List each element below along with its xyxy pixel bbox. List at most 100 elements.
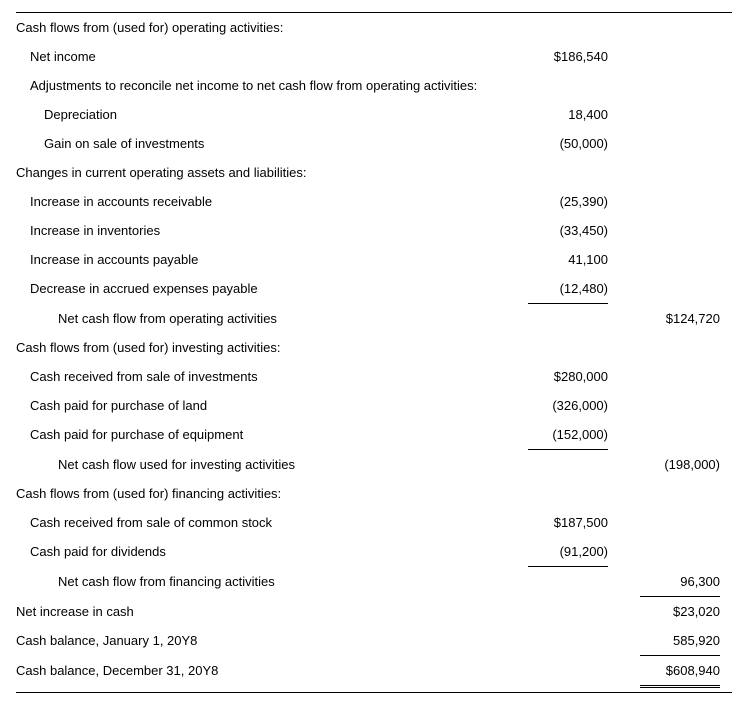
stmt-row: Cash flows from (used for) financing act… bbox=[16, 479, 732, 508]
row-col-b bbox=[620, 216, 732, 245]
row-label: Decrease in accrued expenses payable bbox=[16, 274, 508, 303]
row-col-b: 585,920 bbox=[620, 626, 732, 656]
row-col-b: (198,000) bbox=[620, 450, 732, 479]
row-label: Cash received from sale of investments bbox=[16, 362, 508, 391]
stmt-row: Cash paid for purchase of equipment(152,… bbox=[16, 420, 732, 450]
stmt-row: Net cash flow from operating activities$… bbox=[16, 304, 732, 333]
row-col-a: $280,000 bbox=[508, 362, 620, 391]
stmt-row: Cash received from sale of common stock $… bbox=[16, 508, 732, 537]
cell-value: (326,000) bbox=[528, 391, 608, 420]
row-label: Increase in inventories bbox=[16, 216, 508, 245]
stmt-row: Cash paid for purchase of land (326,000) bbox=[16, 391, 732, 420]
row-col-b bbox=[620, 100, 732, 129]
row-col-a bbox=[508, 13, 620, 42]
cell-value: (91,200) bbox=[528, 537, 608, 567]
row-col-b bbox=[620, 362, 732, 391]
row-col-a: (152,000) bbox=[508, 420, 620, 450]
row-label: Increase in accounts receivable bbox=[16, 187, 508, 216]
stmt-row: Increase in accounts receivable (25,390) bbox=[16, 187, 732, 216]
cell-value: 585,920 bbox=[640, 626, 720, 656]
row-col-b bbox=[620, 13, 732, 42]
cell-value: (33,450) bbox=[528, 216, 608, 245]
stmt-row: Cash flows from (used for) operating act… bbox=[16, 13, 732, 42]
stmt-row: Net cash flow used for investing activit… bbox=[16, 450, 732, 479]
row-col-a bbox=[508, 450, 620, 479]
row-col-a: (25,390) bbox=[508, 187, 620, 216]
row-col-b bbox=[620, 537, 732, 566]
row-label: Cash received from sale of common stock bbox=[16, 508, 508, 537]
stmt-row: Increase in inventories (33,450) bbox=[16, 216, 732, 245]
row-label: Cash balance, December 31, 20Y8 bbox=[16, 656, 508, 685]
row-col-b bbox=[620, 274, 732, 303]
stmt-row: Net cash flow from financing activities 9… bbox=[16, 567, 732, 597]
cell-value: $187,500 bbox=[528, 508, 608, 537]
row-col-a bbox=[508, 479, 620, 508]
row-col-b: $124,720 bbox=[620, 304, 732, 333]
row-col-a bbox=[508, 597, 620, 626]
stmt-row: Cash paid for dividends(91,200) bbox=[16, 537, 732, 567]
row-label: Net cash flow used for investing activit… bbox=[16, 450, 508, 479]
row-col-b: $23,020 bbox=[620, 597, 732, 626]
row-col-b bbox=[620, 187, 732, 216]
row-col-b bbox=[620, 158, 732, 187]
cell-value: $608,940 bbox=[640, 656, 720, 688]
cell-value: (198,000) bbox=[640, 450, 720, 479]
cell-value: 41,100 bbox=[528, 245, 608, 274]
stmt-row: Depreciation 18,400 bbox=[16, 100, 732, 129]
row-col-b bbox=[620, 42, 732, 71]
cell-value: $280,000 bbox=[528, 362, 608, 391]
stmt-row: Net income $186,540 bbox=[16, 42, 732, 71]
cell-value: (50,000) bbox=[528, 129, 608, 158]
row-col-a bbox=[508, 304, 620, 333]
row-label: Adjustments to reconcile net income to n… bbox=[16, 71, 508, 100]
cell-value: 96,300 bbox=[640, 567, 720, 597]
row-label: Cash paid for purchase of land bbox=[16, 391, 508, 420]
row-col-a: (12,480) bbox=[508, 274, 620, 304]
stmt-row: Adjustments to reconcile net income to n… bbox=[16, 71, 732, 100]
stmt-row: Changes in current operating assets and … bbox=[16, 158, 732, 187]
row-col-a bbox=[508, 158, 620, 187]
row-col-a bbox=[508, 626, 620, 655]
row-label: Cash flows from (used for) financing act… bbox=[16, 479, 508, 508]
row-col-b: $608,940 bbox=[620, 656, 732, 688]
cell-value: 18,400 bbox=[528, 100, 608, 129]
row-label: Depreciation bbox=[16, 100, 508, 129]
row-col-b: 96,300 bbox=[620, 567, 732, 597]
row-col-a: 18,400 bbox=[508, 100, 620, 129]
row-label: Increase in accounts payable bbox=[16, 245, 508, 274]
row-col-a: (33,450) bbox=[508, 216, 620, 245]
row-col-b bbox=[620, 420, 732, 449]
row-col-b bbox=[620, 508, 732, 537]
cell-value: (152,000) bbox=[528, 420, 608, 450]
cash-flow-statement: Cash flows from (used for) operating act… bbox=[16, 12, 732, 693]
stmt-row: Cash flows from (used for) investing act… bbox=[16, 333, 732, 362]
row-label: Gain on sale of investments bbox=[16, 129, 508, 158]
row-col-a bbox=[508, 656, 620, 685]
row-col-a bbox=[508, 567, 620, 596]
row-label: Cash flows from (used for) investing act… bbox=[16, 333, 508, 362]
stmt-row: Cash received from sale of investments $2… bbox=[16, 362, 732, 391]
row-label: Changes in current operating assets and … bbox=[16, 158, 508, 187]
row-col-a: 41,100 bbox=[508, 245, 620, 274]
stmt-row: Increase in accounts payable 41,100 bbox=[16, 245, 732, 274]
row-col-a: (50,000) bbox=[508, 129, 620, 158]
row-label: Cash flows from (used for) operating act… bbox=[16, 13, 508, 42]
row-label: Net increase in cash bbox=[16, 597, 508, 626]
stmt-row: Decrease in accrued expenses payable(12,… bbox=[16, 274, 732, 304]
row-col-b bbox=[620, 333, 732, 362]
row-col-a: (91,200) bbox=[508, 537, 620, 567]
row-col-b bbox=[620, 71, 732, 100]
stmt-row: Gain on sale of investments (50,000) bbox=[16, 129, 732, 158]
row-col-b bbox=[620, 391, 732, 420]
cell-value: (25,390) bbox=[528, 187, 608, 216]
stmt-row: Net increase in cash $23,020 bbox=[16, 597, 732, 626]
stmt-row: Cash balance, December 31, 20Y8 $608,940 bbox=[16, 656, 732, 688]
cell-value: $23,020 bbox=[640, 597, 720, 626]
row-label: Net income bbox=[16, 42, 508, 71]
row-label: Cash balance, January 1, 20Y8 bbox=[16, 626, 508, 655]
cell-value: $186,540 bbox=[528, 42, 608, 71]
row-col-b bbox=[620, 129, 732, 158]
row-col-b bbox=[620, 245, 732, 274]
row-label: Net cash flow from financing activities bbox=[16, 567, 508, 596]
row-col-a: (326,000) bbox=[508, 391, 620, 420]
